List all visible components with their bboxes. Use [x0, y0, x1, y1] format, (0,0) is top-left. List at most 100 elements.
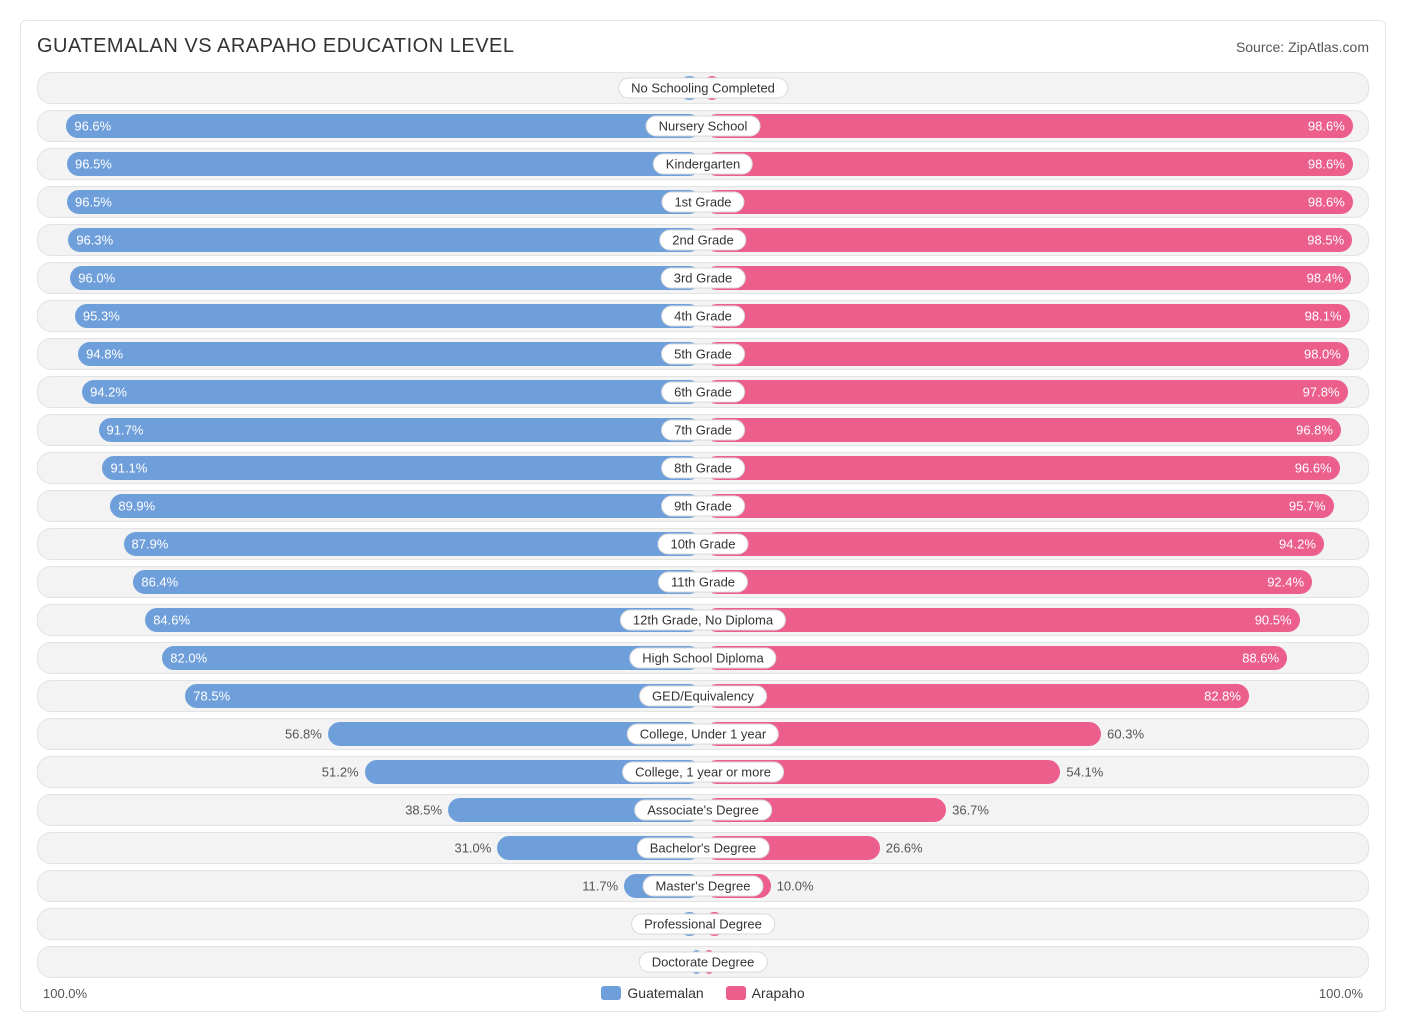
pct-arapaho: 90.5%	[1255, 613, 1292, 628]
pct-guatemalan: 11.7%	[582, 879, 618, 894]
pct-guatemalan: 96.5%	[75, 157, 112, 172]
chart-row: 96.5% 98.6% Kindergarten	[37, 148, 1369, 180]
pct-arapaho: 98.6%	[1308, 119, 1345, 134]
chart-header: GUATEMALAN VS ARAPAHO EDUCATION LEVEL So…	[37, 35, 1369, 58]
bar-arapaho: 98.5%	[705, 228, 1352, 252]
bar-guatemalan: 89.9%	[110, 494, 701, 518]
bar-arapaho: 92.4%	[705, 570, 1312, 594]
bar-guatemalan: 91.7%	[99, 418, 701, 442]
chart-source: Source: ZipAtlas.com	[1236, 39, 1369, 55]
chart-row: 87.9%94.2%10th Grade	[37, 528, 1369, 560]
category-label: 4th Grade	[661, 306, 745, 327]
pct-guatemalan: 38.5%	[405, 803, 442, 818]
chart-rows: 3.5%2.1%No Schooling Completed 96.6% 98.6%…	[37, 72, 1369, 978]
pct-guatemalan: 91.1%	[110, 461, 147, 476]
pct-guatemalan: 95.3%	[83, 309, 120, 324]
category-label: Master's Degree	[643, 876, 764, 897]
bar-arapaho: 94.2%	[705, 532, 1324, 556]
axis-right-max: 100.0%	[1319, 986, 1363, 1001]
pct-arapaho: 88.6%	[1242, 651, 1279, 666]
chart-row: 3.5%2.1%No Schooling Completed	[37, 72, 1369, 104]
legend-swatch-guatemalan	[601, 986, 621, 1000]
category-label: 12th Grade, No Diploma	[620, 610, 786, 631]
pct-arapaho: 54.1%	[1066, 765, 1103, 780]
pct-arapaho: 98.5%	[1307, 233, 1344, 248]
pct-guatemalan: 84.6%	[153, 613, 190, 628]
chart-row: 56.8%60.3%College, Under 1 year	[37, 718, 1369, 750]
legend-label-arapaho: Arapaho	[752, 985, 805, 1001]
chart-row: 96.6%98.6%Nursery School	[37, 110, 1369, 142]
category-label: No Schooling Completed	[618, 78, 788, 99]
pct-arapaho: 60.3%	[1107, 727, 1144, 742]
bar-guatemalan: 96.5%	[67, 152, 701, 176]
pct-arapaho: 97.8%	[1303, 385, 1340, 400]
bar-guatemalan: 87.9%	[124, 532, 702, 556]
pct-guatemalan: 56.8%	[285, 727, 322, 742]
pct-guatemalan: 51.2%	[322, 765, 359, 780]
bar-guatemalan: 96.5%	[67, 190, 701, 214]
chart-row: 82.0% 88.6% High School Diploma	[37, 642, 1369, 674]
pct-arapaho: 98.0%	[1304, 347, 1341, 362]
pct-guatemalan: 31.0%	[454, 841, 491, 856]
category-label: College, 1 year or more	[622, 762, 784, 783]
pct-guatemalan: 91.7%	[107, 423, 144, 438]
pct-arapaho: 98.4%	[1307, 271, 1344, 286]
bar-guatemalan: 96.3%	[68, 228, 701, 252]
bar-arapaho: 96.8%	[705, 418, 1341, 442]
category-label: Kindergarten	[653, 154, 753, 175]
pct-guatemalan: 78.5%	[193, 689, 230, 704]
category-label: Doctorate Degree	[639, 952, 768, 973]
category-label: Bachelor's Degree	[637, 838, 770, 859]
education-diverging-chart: GUATEMALAN VS ARAPAHO EDUCATION LEVEL So…	[20, 20, 1386, 1012]
bar-guatemalan: 94.2%	[82, 380, 701, 404]
pct-guatemalan: 96.5%	[75, 195, 112, 210]
category-label: 8th Grade	[661, 458, 745, 479]
chart-row: 3.5%2.9%Professional Degree	[37, 908, 1369, 940]
category-label: 7th Grade	[661, 420, 745, 441]
chart-row: 86.4%92.4%11th Grade	[37, 566, 1369, 598]
axis-left-max: 100.0%	[43, 986, 87, 1001]
source-link[interactable]: ZipAtlas.com	[1288, 39, 1369, 55]
pct-guatemalan: 94.8%	[86, 347, 123, 362]
chart-row: 91.7% 96.8%7th Grade	[37, 414, 1369, 446]
pct-guatemalan: 94.2%	[90, 385, 127, 400]
chart-title: GUATEMALAN VS ARAPAHO EDUCATION LEVEL	[37, 35, 515, 58]
category-label: High School Diploma	[629, 648, 776, 669]
bar-arapaho: 98.4%	[705, 266, 1351, 290]
chart-row: 94.8% 98.0% 5th Grade	[37, 338, 1369, 370]
category-label: Professional Degree	[631, 914, 775, 935]
bar-guatemalan: 84.6%	[145, 608, 701, 632]
pct-arapaho: 98.6%	[1308, 195, 1345, 210]
pct-arapaho: 82.8%	[1204, 689, 1241, 704]
category-label: 9th Grade	[661, 496, 745, 517]
bar-guatemalan: 86.4%	[133, 570, 701, 594]
chart-row: 89.9% 95.7% 9th Grade	[37, 490, 1369, 522]
bar-arapaho: 98.0%	[705, 342, 1349, 366]
bar-arapaho: 98.1%	[705, 304, 1350, 328]
source-label: Source:	[1236, 39, 1284, 55]
pct-guatemalan: 96.6%	[74, 119, 111, 134]
pct-guatemalan: 89.9%	[118, 499, 155, 514]
bar-arapaho: 98.6%	[705, 114, 1353, 138]
pct-guatemalan: 87.9%	[132, 537, 169, 552]
chart-row: 78.5% 82.8% GED/Equivalency	[37, 680, 1369, 712]
chart-row: 31.0% 26.6% Bachelor's Degree	[37, 832, 1369, 864]
chart-row: 51.2% 54.1% College, 1 year or more	[37, 756, 1369, 788]
pct-arapaho: 98.6%	[1308, 157, 1345, 172]
chart-row: 96.0%98.4%3rd Grade	[37, 262, 1369, 294]
category-label: 5th Grade	[661, 344, 745, 365]
chart-row: 96.3%98.5%2nd Grade	[37, 224, 1369, 256]
pct-arapaho: 26.6%	[886, 841, 923, 856]
pct-arapaho: 95.7%	[1289, 499, 1326, 514]
chart-row: 84.6% 90.5% 12th Grade, No Diploma	[37, 604, 1369, 636]
bar-arapaho: 97.8%	[705, 380, 1348, 404]
pct-guatemalan: 82.0%	[170, 651, 207, 666]
category-label: 3rd Grade	[661, 268, 746, 289]
chart-row: 1.4%1.2%Doctorate Degree	[37, 946, 1369, 978]
legend-item-arapaho: Arapaho	[726, 985, 805, 1001]
chart-row: 11.7%10.0%Master's Degree	[37, 870, 1369, 902]
bar-guatemalan: 91.1%	[102, 456, 701, 480]
category-label: 6th Grade	[661, 382, 745, 403]
bar-guatemalan: 95.3%	[75, 304, 701, 328]
category-label: GED/Equivalency	[639, 686, 767, 707]
